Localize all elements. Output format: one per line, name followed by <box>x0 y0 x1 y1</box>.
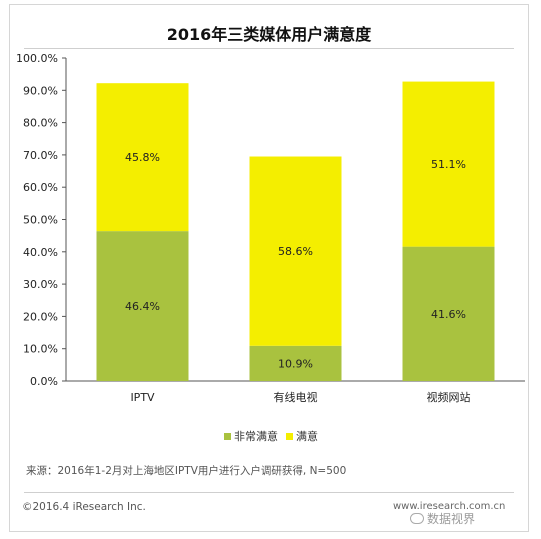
y-tick-label: 70.0% <box>23 149 58 162</box>
bar-segment <box>402 81 495 247</box>
bar-segment <box>249 156 342 346</box>
y-tick-label: 80.0% <box>23 117 58 130</box>
y-tick-label: 40.0% <box>23 246 58 259</box>
data-label: 46.4% <box>125 300 160 313</box>
data-label: 51.1% <box>431 158 466 171</box>
bar-segment <box>96 83 189 232</box>
y-tick-label: 90.0% <box>23 84 58 97</box>
data-label: 10.9% <box>278 357 313 370</box>
legend-label-very-satisfied: 非常满意 <box>234 430 278 443</box>
bar-segment <box>249 345 342 381</box>
copyright: ©2016.4 iResearch Inc. <box>22 501 146 513</box>
bar-segment <box>402 246 495 381</box>
legend-swatch-satisfied <box>286 432 293 440</box>
legend-item-satisfied: 满意 <box>286 428 318 444</box>
y-tick-label: 30.0% <box>23 278 58 291</box>
y-tick-label: 20.0% <box>23 310 58 323</box>
legend-label-satisfied: 满意 <box>296 430 318 443</box>
data-label: 58.6% <box>278 245 313 258</box>
y-tick-label: 60.0% <box>23 181 58 194</box>
source-note: 来源：2016年1-2月对上海地区IPTV用户进行入户调研获得, N=500 <box>26 465 347 477</box>
y-tick-label: 100.0% <box>16 52 58 65</box>
title-divider <box>24 48 514 49</box>
y-tick-label: 0.0% <box>30 375 58 388</box>
chart-title: 2016年三类媒体用户满意度 <box>166 25 372 44</box>
category-label: IPTV <box>130 391 155 404</box>
watermark-text: 数据视界 <box>427 512 476 526</box>
y-tick-label: 50.0% <box>23 214 58 227</box>
legend-swatch-very-satisfied <box>224 432 231 440</box>
bar-segment <box>96 231 189 381</box>
legend-item-very-satisfied: 非常满意 <box>224 428 278 444</box>
wechat-icon <box>410 513 424 524</box>
footer-divider <box>24 492 514 493</box>
website-link[interactable]: www.iresearch.com.cn <box>393 501 506 512</box>
data-label: 45.8% <box>125 151 160 164</box>
y-tick-label: 10.0% <box>23 343 58 356</box>
category-label: 有线电视 <box>274 390 318 404</box>
watermark: 数据视界 <box>410 510 475 527</box>
category-label: 视频网站 <box>427 390 471 404</box>
legend: 非常满意 满意 <box>224 428 318 444</box>
data-label: 41.6% <box>431 308 466 321</box>
